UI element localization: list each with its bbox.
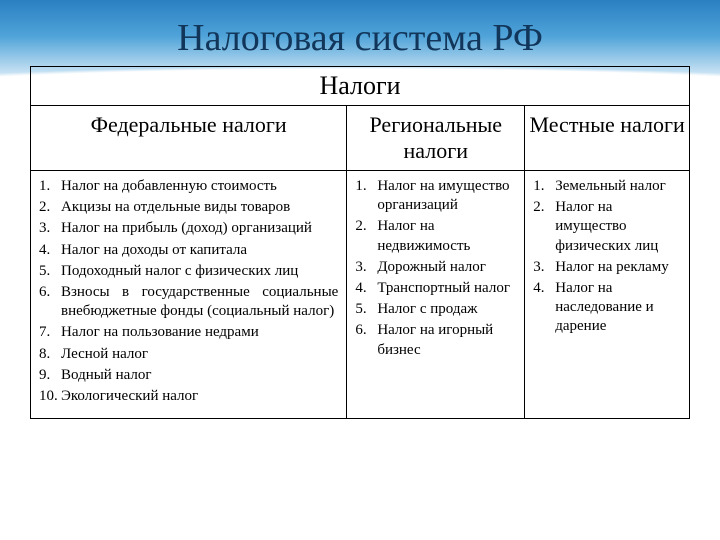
- list-number: 7.: [39, 323, 61, 342]
- list-number: 9.: [39, 366, 61, 385]
- federal-cell: 1.Налог на добавленную стоимость2.Акцизы…: [31, 171, 347, 419]
- list-item: 7.Налог на пользование недрами: [39, 323, 338, 342]
- list-number: 4.: [533, 279, 555, 337]
- col-header-regional: Региональные налоги: [347, 106, 525, 171]
- list-item: 8.Лесной налог: [39, 345, 338, 364]
- list-item: 2.Налог на имущество физических лиц: [533, 198, 681, 256]
- col-header-local: Местные налоги: [525, 106, 690, 171]
- list-text: Лесной налог: [61, 345, 338, 364]
- list-text: Налог на имущество организаций: [377, 177, 516, 215]
- list-text: Налог на прибыль (доход) организаций: [61, 219, 338, 238]
- list-number: 1.: [355, 177, 377, 215]
- list-item: 2.Акцизы на отдельные виды товаров: [39, 198, 338, 217]
- list-item: 2.Налог на недвижимость: [355, 217, 516, 255]
- list-item: 1.Налог на имущество организаций: [355, 177, 516, 215]
- list-text: Дорожный налог: [377, 258, 516, 277]
- list-text: Налог на доходы от капитала: [61, 241, 338, 260]
- list-text: Налог на рекламу: [555, 258, 681, 277]
- list-number: 5.: [355, 300, 377, 319]
- col-header-federal: Федеральные налоги: [31, 106, 347, 171]
- list-item: 10.Экологический налог: [39, 387, 338, 406]
- list-number: 3.: [39, 219, 61, 238]
- list-text: Экологический налог: [61, 387, 338, 406]
- list-item: 9.Водный налог: [39, 366, 338, 385]
- tax-table: Налоги Федеральные налоги Региональные н…: [30, 66, 690, 419]
- list-text: Налог с продаж: [377, 300, 516, 319]
- list-text: Акцизы на отдельные виды товаров: [61, 198, 338, 217]
- list-number: 3.: [533, 258, 555, 277]
- list-text: Взносы в государственные социальные внеб…: [61, 283, 338, 321]
- list-text: Транспортный налог: [377, 279, 516, 298]
- list-item: 4.Налог на наследование и дарение: [533, 279, 681, 337]
- list-text: Подоходный налог с физических лиц: [61, 262, 338, 281]
- list-text: Налог на игорный бизнес: [377, 321, 516, 359]
- list-number: 2.: [39, 198, 61, 217]
- list-number: 2.: [355, 217, 377, 255]
- regional-list: 1.Налог на имущество организаций2.Налог …: [355, 177, 516, 360]
- list-number: 4.: [355, 279, 377, 298]
- list-text: Налог на пользование недрами: [61, 323, 338, 342]
- body-row: 1.Налог на добавленную стоимость2.Акцизы…: [31, 171, 690, 419]
- list-number: 3.: [355, 258, 377, 277]
- list-number: 5.: [39, 262, 61, 281]
- list-item: 4.Транспортный налог: [355, 279, 516, 298]
- list-item: 3.Дорожный налог: [355, 258, 516, 277]
- list-number: 2.: [533, 198, 555, 256]
- list-number: 4.: [39, 241, 61, 260]
- headers-row: Федеральные налоги Региональные налоги М…: [31, 106, 690, 171]
- list-number: 10.: [39, 387, 61, 406]
- regional-cell: 1.Налог на имущество организаций2.Налог …: [347, 171, 525, 419]
- subtitle-row: Налоги: [31, 67, 690, 106]
- list-item: 3.Налог на рекламу: [533, 258, 681, 277]
- list-text: Налог на наследование и дарение: [555, 279, 681, 337]
- content-area: Налоги Федеральные налоги Региональные н…: [30, 66, 690, 419]
- list-item: 3.Налог на прибыль (доход) организаций: [39, 219, 338, 238]
- list-item: 5.Налог с продаж: [355, 300, 516, 319]
- list-item: 1.Налог на добавленную стоимость: [39, 177, 338, 196]
- list-number: 1.: [39, 177, 61, 196]
- list-item: 1.Земельный налог: [533, 177, 681, 196]
- list-item: 6.Налог на игорный бизнес: [355, 321, 516, 359]
- local-cell: 1.Земельный налог2.Налог на имущество фи…: [525, 171, 690, 419]
- list-text: Налог на добавленную стоимость: [61, 177, 338, 196]
- list-number: 6.: [355, 321, 377, 359]
- list-item: 5.Подоходный налог с физических лиц: [39, 262, 338, 281]
- list-text: Налог на имущество физических лиц: [555, 198, 681, 256]
- list-number: 1.: [533, 177, 555, 196]
- list-text: Налог на недвижимость: [377, 217, 516, 255]
- list-number: 6.: [39, 283, 61, 321]
- list-number: 8.: [39, 345, 61, 364]
- federal-list: 1.Налог на добавленную стоимость2.Акцизы…: [39, 177, 338, 406]
- list-text: Земельный налог: [555, 177, 681, 196]
- list-text: Водный налог: [61, 366, 338, 385]
- list-item: 6.Взносы в государственные социальные вн…: [39, 283, 338, 321]
- table-subtitle: Налоги: [31, 67, 690, 106]
- local-list: 1.Земельный налог2.Налог на имущество фи…: [533, 177, 681, 337]
- slide-title: Налоговая система РФ: [0, 0, 720, 60]
- list-item: 4.Налог на доходы от капитала: [39, 241, 338, 260]
